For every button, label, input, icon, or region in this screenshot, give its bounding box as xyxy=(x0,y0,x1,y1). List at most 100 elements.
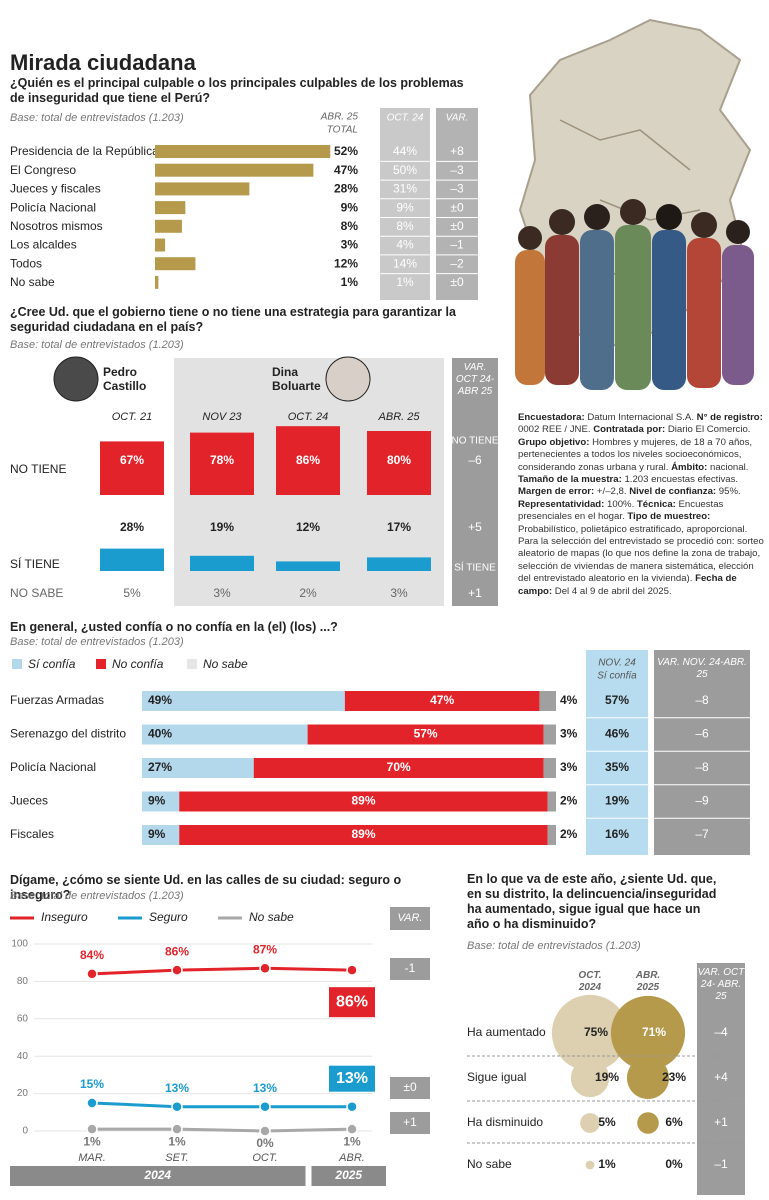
value-label: 5% xyxy=(123,586,141,600)
point xyxy=(259,1100,271,1113)
y-tick-label: 100 xyxy=(11,939,28,950)
question: En lo que va de este año, ¿siente Ud. qu… xyxy=(467,872,717,931)
method-label: Grupo objetivo: xyxy=(518,436,590,448)
value-label: 87% xyxy=(253,942,277,956)
bar xyxy=(190,432,254,495)
col-header: VAR. xyxy=(446,113,469,124)
value-label: 78% xyxy=(210,453,234,467)
category-label: Ha aumentado xyxy=(467,1025,546,1039)
portrait xyxy=(53,356,99,402)
var-label: –2 xyxy=(450,256,464,270)
value-label: 23% xyxy=(662,1070,686,1084)
legend-label: Sí confía xyxy=(28,657,76,671)
value-label: 3% xyxy=(390,586,408,600)
bubble xyxy=(585,1160,595,1170)
bar xyxy=(155,182,250,196)
var-box xyxy=(390,958,430,980)
var-label: –8 xyxy=(695,760,709,774)
prev-column xyxy=(380,108,430,300)
prev-label: 14% xyxy=(393,256,417,270)
base: Base: total de entrevistados (1.203) xyxy=(10,112,184,124)
category-label: Nosotros mismos xyxy=(10,219,103,233)
value-label: 1% xyxy=(168,1134,186,1148)
legend-label: No confía xyxy=(112,657,164,671)
bar xyxy=(155,163,314,177)
x-tick-label: ABR. xyxy=(338,1152,365,1164)
category-label: Fuerzas Armadas xyxy=(10,693,104,707)
value-label: 28% xyxy=(334,182,358,196)
var-box xyxy=(390,1112,430,1134)
method-label: Representatividad: xyxy=(518,498,605,510)
year-label: 2024 xyxy=(143,1168,171,1182)
category-label: El Congreso xyxy=(10,163,76,177)
point xyxy=(86,1123,98,1135)
bar-segment xyxy=(142,691,345,711)
value-label: 1% xyxy=(83,1134,101,1148)
method-label: Técnica: xyxy=(636,498,676,510)
series-label: SÍ TIENE xyxy=(10,556,60,571)
category-label: No sabe xyxy=(10,275,55,289)
y-tick-label: 40 xyxy=(17,1051,29,1062)
label-box xyxy=(329,987,375,1018)
bar xyxy=(155,275,159,289)
var-label: ±0 xyxy=(403,1080,417,1094)
value-label: 84% xyxy=(80,948,104,962)
bubble xyxy=(551,994,629,1072)
series-line xyxy=(91,966,353,976)
bubble xyxy=(580,1113,600,1133)
var-label: –3 xyxy=(450,182,464,196)
value-label: 67% xyxy=(120,453,144,467)
series-line xyxy=(92,1127,353,1133)
value-label: 17% xyxy=(387,520,411,534)
prev-label: 44% xyxy=(393,144,417,158)
y-tick-label: 0 xyxy=(22,1126,28,1137)
prev-label: 19% xyxy=(605,794,629,808)
var-label: ±0 xyxy=(450,219,464,233)
category-label: Ha disminuido xyxy=(467,1115,543,1129)
category-label: NOV 23 xyxy=(202,411,242,423)
var-label: –7 xyxy=(695,827,709,841)
legend-label: Seguro xyxy=(149,910,188,924)
var-header: VAR. OCT 24- ABR 25 xyxy=(455,362,495,397)
method-label: N° de registro: xyxy=(696,412,763,423)
government: Pedro Castillo xyxy=(103,365,147,393)
legend-swatch xyxy=(187,659,197,669)
method-label: Nivel de confianza: xyxy=(629,486,717,498)
category-label: Jueces y fiscales xyxy=(10,182,101,196)
var-label: –6 xyxy=(468,453,482,467)
method-text: Encuestas presenciales en el hogar. xyxy=(518,498,724,523)
value-label: 2% xyxy=(560,794,578,808)
value-label: 47% xyxy=(430,693,454,707)
prev-label: 31% xyxy=(393,182,417,196)
bar-segment xyxy=(179,791,548,812)
var-label: -1 xyxy=(405,961,416,975)
value-label: 52% xyxy=(334,144,358,158)
legend-swatch xyxy=(12,659,22,669)
var-label: +1 xyxy=(403,1115,417,1129)
bubble xyxy=(637,1112,659,1134)
value-label: 27% xyxy=(148,760,172,774)
bar-segment xyxy=(547,791,556,812)
prev-column xyxy=(586,650,648,855)
point xyxy=(86,968,98,980)
method-text: nacional. xyxy=(709,461,749,473)
category-label: ABR. 25 xyxy=(378,411,421,423)
category-label: Serenazgo del distrito xyxy=(10,727,126,741)
method-text: 0002 REE / JNE. xyxy=(518,424,591,436)
bar-segment xyxy=(307,724,544,745)
var-column xyxy=(436,108,478,300)
year-box xyxy=(10,1166,306,1186)
page-title: Mirada ciudadana xyxy=(10,50,197,75)
value-label: 12% xyxy=(296,520,320,534)
method-text: Del 4 al 9 de abril del 2025. xyxy=(554,585,672,597)
value-label: 70% xyxy=(387,760,411,774)
bar-segment xyxy=(543,758,556,778)
value-label: 0% xyxy=(256,1136,274,1150)
bar-segment xyxy=(543,724,556,745)
value-label: 71% xyxy=(642,1025,666,1039)
value-label: 49% xyxy=(148,693,172,707)
bar xyxy=(155,145,331,158)
value-label: 3% xyxy=(560,727,578,741)
var-label: ±0 xyxy=(450,200,464,214)
